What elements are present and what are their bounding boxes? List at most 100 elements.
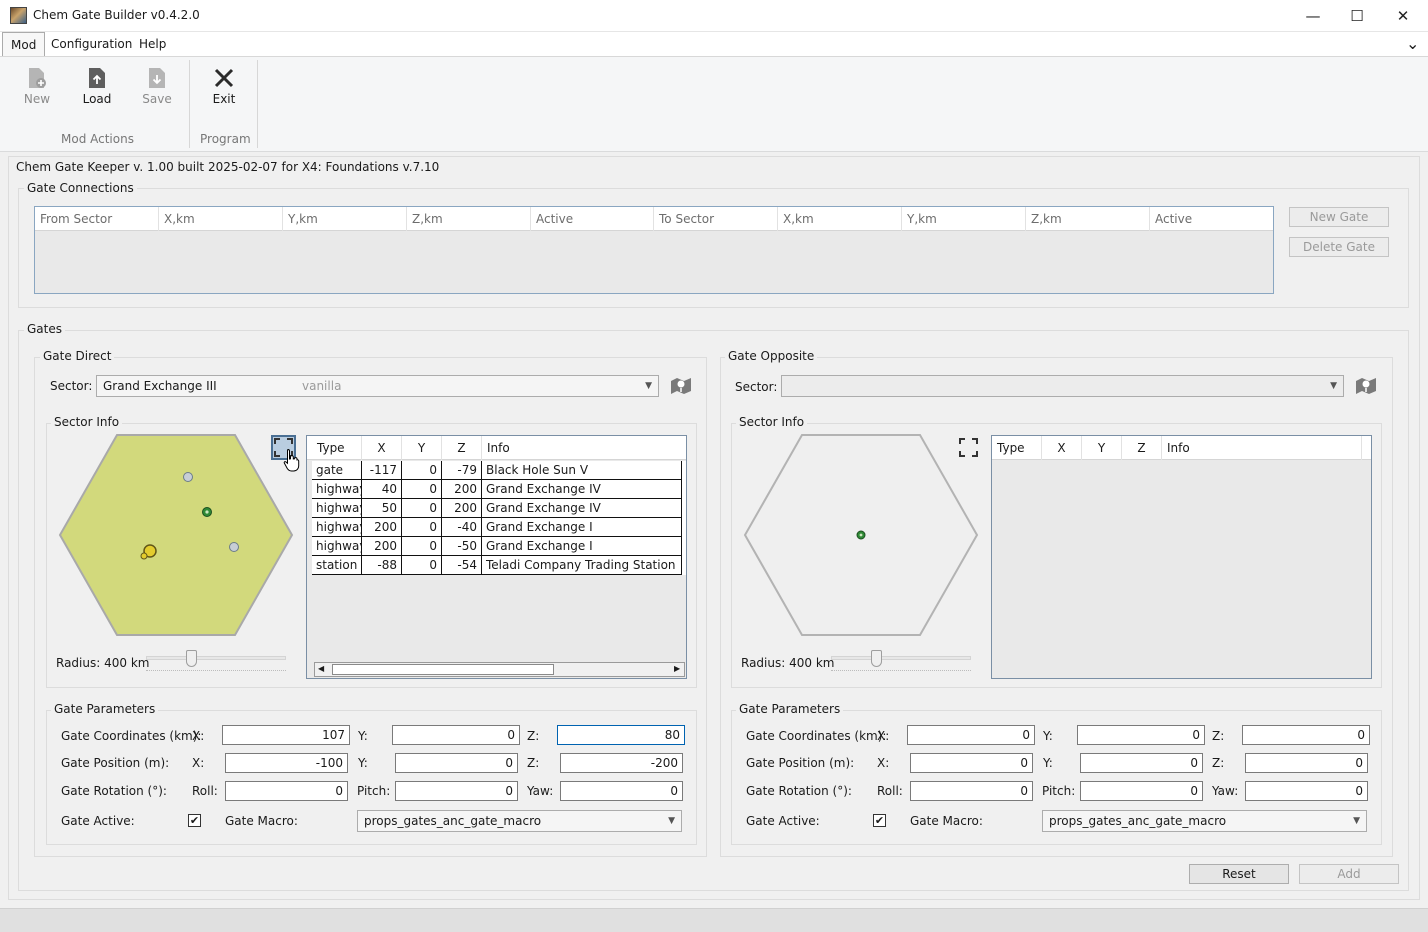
close-button[interactable]: ✕ xyxy=(1396,7,1410,25)
highway-marker-icon xyxy=(183,472,193,482)
sector-direct-select[interactable]: Grand Exchange III vanilla ▼ xyxy=(96,375,659,397)
add-button[interactable]: Add xyxy=(1299,864,1399,884)
coord-x-input[interactable]: 0 xyxy=(907,725,1035,745)
gate-active-checkbox[interactable]: ✔ xyxy=(873,814,886,827)
position-x-input[interactable]: 0 xyxy=(910,753,1033,773)
gate-macro-select[interactable]: props_gates_anc_gate_macro ▼ xyxy=(1042,810,1367,832)
sector-objects-table[interactable]: Type X Y Z Info gate -117 0 -79 Black Hole S… xyxy=(306,435,687,679)
new-button[interactable]: New xyxy=(12,64,62,112)
coord-y-input[interactable]: 0 xyxy=(1077,725,1205,745)
rotation-roll-input[interactable]: 0 xyxy=(225,781,348,801)
position-z-input[interactable]: 0 xyxy=(1245,753,1368,773)
position-x-input[interactable]: -100 xyxy=(225,753,348,773)
column-header[interactable]: X xyxy=(362,436,402,460)
column-header[interactable]: Info xyxy=(1162,436,1362,460)
sector-info-direct-group xyxy=(46,423,697,688)
table-row[interactable]: station -88 0 -54 Teladi Company Trading Sta… xyxy=(312,556,686,575)
column-header[interactable]: Info xyxy=(487,441,510,455)
table-row[interactable]: gate -117 0 -79 Black Hole Sun V xyxy=(312,461,686,480)
delete-gate-button[interactable]: Delete Gate xyxy=(1289,237,1389,257)
column-header[interactable]: X xyxy=(1042,436,1082,460)
sector-source: vanilla xyxy=(302,379,342,393)
column-header[interactable]: X,km xyxy=(778,207,902,231)
sector-opposite-select[interactable]: ▼ xyxy=(781,375,1344,397)
column-header[interactable]: Y xyxy=(1082,436,1122,460)
table-cell-info: Black Hole Sun V xyxy=(482,461,682,480)
sector-map-opposite[interactable] xyxy=(742,433,982,638)
gate-parameters-title: Gate Parameters xyxy=(51,702,159,716)
rotation-yaw-input[interactable]: 0 xyxy=(560,781,683,801)
gate-active-checkbox[interactable]: ✔ xyxy=(188,814,201,827)
window-title: Chem Gate Builder v0.4.2.0 xyxy=(33,8,200,22)
roll-label: Roll: xyxy=(877,784,903,798)
menu-help[interactable]: Help xyxy=(139,37,167,51)
column-header[interactable]: Z xyxy=(442,436,482,460)
horizontal-scrollbar[interactable]: ◀ ▶ xyxy=(314,662,685,677)
rotation-pitch-input[interactable]: 0 xyxy=(1080,781,1203,801)
column-header[interactable]: Active xyxy=(1155,212,1193,226)
column-header[interactable]: Active xyxy=(531,207,654,231)
coord-z-input[interactable]: 80 xyxy=(557,725,685,745)
column-header[interactable]: Y,km xyxy=(902,207,1026,231)
gate-connections-table[interactable]: From Sector X,km Y,km Z,km Active To Sec… xyxy=(34,206,1274,294)
position-z-input[interactable]: -200 xyxy=(560,753,683,773)
load-button[interactable]: Load xyxy=(72,64,122,112)
rotation-roll-input[interactable]: 0 xyxy=(910,781,1033,801)
minimize-button[interactable]: — xyxy=(1305,7,1321,25)
radius-slider[interactable] xyxy=(831,650,971,674)
column-header[interactable]: Y xyxy=(402,436,442,460)
column-header[interactable]: From Sector xyxy=(35,207,159,231)
column-header[interactable]: Type xyxy=(992,436,1042,460)
scroll-right-icon[interactable]: ▶ xyxy=(674,664,681,673)
menu-mod[interactable]: Mod xyxy=(2,32,46,57)
ribbon-collapse-icon[interactable]: ⌄ xyxy=(1406,34,1420,53)
slider-thumb[interactable] xyxy=(871,650,882,667)
scrollbar-thumb[interactable] xyxy=(332,664,554,675)
map-icon[interactable] xyxy=(1355,375,1377,400)
column-header[interactable]: To Sector xyxy=(654,207,778,231)
gate-rotation-label: Gate Rotation (°): xyxy=(61,784,167,798)
column-header[interactable]: Z,km xyxy=(407,207,531,231)
position-y-input[interactable]: 0 xyxy=(1080,753,1203,773)
rotation-yaw-input[interactable]: 0 xyxy=(1245,781,1368,801)
coord-y-input[interactable]: 0 xyxy=(392,725,520,745)
chevron-down-icon: ▼ xyxy=(1330,381,1337,391)
sector-map-direct[interactable] xyxy=(57,433,297,638)
table-cell-x: 200 xyxy=(362,537,402,556)
status-bar xyxy=(0,908,1428,932)
gate-direct-title: Gate Direct xyxy=(40,349,115,363)
sector-info-title: Sector Info xyxy=(736,415,808,429)
reset-button[interactable]: Reset xyxy=(1189,864,1289,884)
exit-button[interactable]: Exit xyxy=(199,64,249,112)
maximize-button[interactable]: ☐ xyxy=(1350,7,1364,25)
new-gate-button[interactable]: New Gate xyxy=(1289,207,1389,227)
fullscreen-icon[interactable] xyxy=(958,437,979,461)
column-header[interactable]: Type xyxy=(312,436,362,460)
menu-configuration[interactable]: Configuration xyxy=(51,37,133,51)
gate-macro-select[interactable]: props_gates_anc_gate_macro ▼ xyxy=(357,810,682,832)
map-icon[interactable] xyxy=(670,375,692,400)
scroll-left-icon[interactable]: ◀ xyxy=(318,664,325,673)
coord-x-input[interactable]: 107 xyxy=(222,725,350,745)
column-header[interactable]: Z,km xyxy=(1026,207,1150,231)
slider-thumb[interactable] xyxy=(186,650,197,667)
radius-slider[interactable] xyxy=(146,650,286,674)
table-row[interactable]: highway 40 0 200 Grand Exchange IV xyxy=(312,480,686,499)
coord-z-input[interactable]: 0 xyxy=(1242,725,1370,745)
save-button[interactable]: Save xyxy=(132,64,182,112)
sector-objects-table[interactable]: Type X Y Z Info xyxy=(991,435,1372,679)
column-header[interactable]: Z xyxy=(1122,436,1162,460)
gate-connections-title: Gate Connections xyxy=(24,181,137,195)
rotation-pitch-input[interactable]: 0 xyxy=(395,781,518,801)
column-header[interactable]: X,km xyxy=(159,207,283,231)
ribbon-separator xyxy=(189,60,190,148)
table-row[interactable]: highway 200 0 -50 Grand Exchange I xyxy=(312,537,686,556)
table-row[interactable]: highway 200 0 -40 Grand Exchange I xyxy=(312,518,686,537)
fullscreen-icon[interactable] xyxy=(271,435,296,460)
table-row[interactable]: highway 50 0 200 Grand Exchange IV xyxy=(312,499,686,518)
column-header[interactable]: Y,km xyxy=(283,207,407,231)
y-label: Y: xyxy=(358,729,368,743)
position-y-input[interactable]: 0 xyxy=(395,753,518,773)
table-cell-type: highway xyxy=(312,537,362,556)
